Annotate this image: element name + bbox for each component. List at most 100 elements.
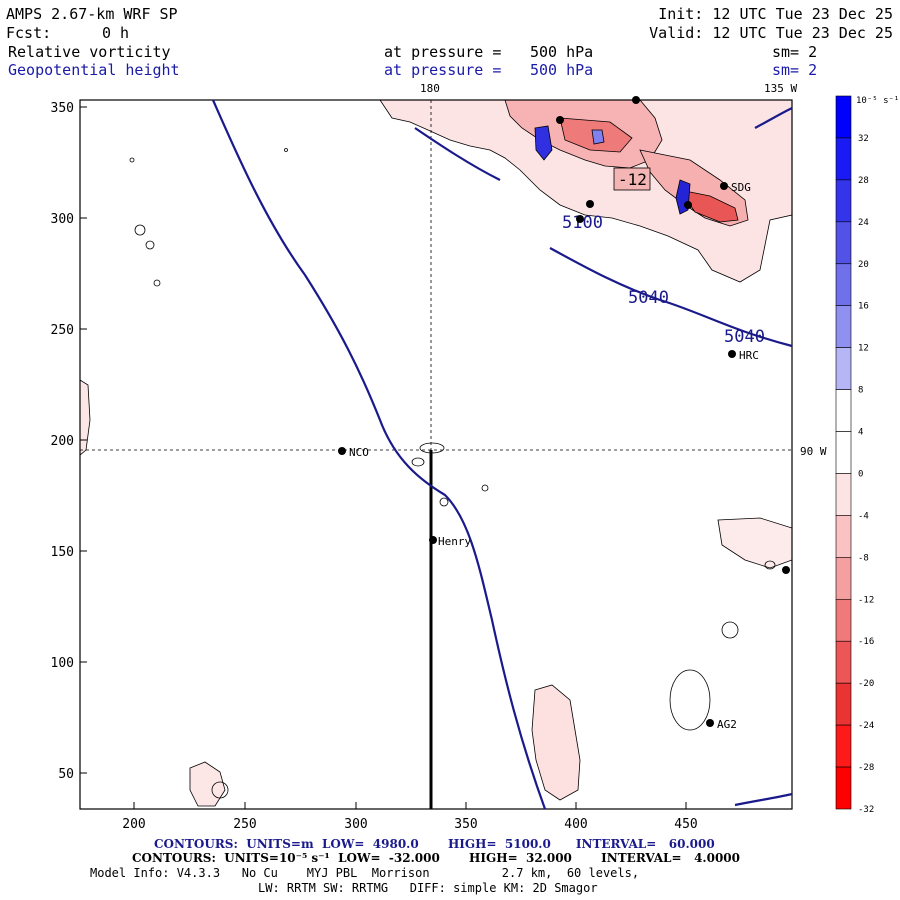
station-east-edge-marker[interactable] [782,566,790,574]
colorbar-label: 20 [858,260,869,270]
y-tick-150: 150 [51,545,74,560]
station-ag2-marker[interactable] [706,719,714,727]
height-contour-north-east [754,107,793,129]
forecast-value: 0 h [102,24,130,42]
colorbar-label: 12 [858,344,869,354]
colorbar-band [835,263,852,307]
footer-physics-info: LW: RRTM SW: RRTMG DIFF: simple KM: 2D S… [258,881,598,895]
vorticity-south-left-patch [189,761,226,807]
height-contours [211,99,793,810]
colorbar-band [835,347,852,390]
colorbar-band [835,766,852,810]
station-henry-marker[interactable] [429,536,437,544]
height-contour-west [211,99,547,810]
colorbar-band [835,137,852,181]
vorticity-area-north [379,99,793,283]
station-cluster-5 [684,201,692,209]
stations: NCO Henry HRC AG2 SDG [338,96,790,731]
colorbar-band [835,557,852,600]
station-henry-label: Henry [438,535,471,548]
x-tick-400: 400 [564,817,587,832]
colorbar-label: 32 [858,134,869,144]
vorticity-positive-1 [534,125,553,161]
y-tick-50: 50 [58,767,74,782]
colorbar-label: -24 [858,721,874,731]
height-label-5100: 5100 [562,213,603,233]
colorbar-label: -32 [858,805,874,815]
vorticity-southwest-patch [531,684,581,801]
init-time: Init: 12 UTC Tue 23 Dec 25 [658,5,893,23]
colorbar-label: 28 [858,176,869,186]
field1-smoothing: sm= 2 [772,43,818,61]
footer-height-contours: CONTOURS: UNITS=m LOW= 4980.0 HIGH= 5100… [154,837,715,851]
height-contour-5040 [549,247,793,348]
station-cluster-1 [576,215,584,223]
model-title: AMPS 2.67-km WRF SP [6,5,178,23]
colorbar-band [835,389,852,432]
height-contour-south-east [734,792,793,807]
station-cluster-2 [586,200,594,208]
station-hrc-label: HRC [739,349,759,362]
vorticity-positive-3 [591,129,605,145]
height-label-5040-a: 5040 [628,288,669,308]
plot-frame [79,99,793,810]
station-ag2-label: AG2 [717,718,737,731]
y-tick-300: 300 [51,212,74,227]
vorticity-core-4 [679,189,739,223]
colorbar-label: 24 [858,218,869,228]
x-tick-450: 450 [674,817,697,832]
vorticity-east-patch [717,517,793,569]
station-nco-marker[interactable] [338,447,346,455]
colorbar-band [835,724,852,768]
colorbar-band [835,682,852,726]
colorbar-label: -8 [858,553,869,563]
y-tick-200: 200 [51,434,74,449]
meridian-180-label: 180 [420,82,440,95]
colorbar-band [835,221,852,265]
meridian-135w-label: 135 W [764,82,797,95]
colorbar-label: -16 [858,637,874,647]
colorbar: 32 28 24 20 16 12 8 4 0 -4 -8 -12 -16 -20 -24 -28 -32 [835,95,874,815]
station-hrc-marker[interactable] [728,350,736,358]
contour-blobs [129,148,776,799]
forecast-label: Fcst: [6,24,52,42]
x-tick-250: 250 [233,817,256,832]
field2-name: Geopotential height [8,61,180,79]
height-label-5040-b: 5040 [724,327,765,347]
colorbar-band [835,640,852,684]
station-cluster-4 [632,96,640,104]
station-cluster-3 [556,116,564,124]
colorbar-band [835,305,852,348]
colorbar-label: 8 [858,386,863,396]
y-tick-350: 350 [51,101,74,116]
y-tick-250: 250 [51,323,74,338]
colorbar-label: -28 [858,763,874,773]
colorbar-label: 0 [858,469,863,479]
field2-pressure-label: at pressure = [384,61,502,79]
colorbar-band [835,179,852,223]
colorbar-unit: 10⁻⁵ s⁻¹ [856,96,899,106]
station-nco-label: NCO [349,446,369,459]
x-tick-300: 300 [344,817,367,832]
vorticity-west-edge [79,379,91,456]
y-axis [80,106,87,774]
colorbar-label: -4 [858,511,869,521]
station-sdg-marker[interactable] [720,182,728,190]
y-tick-100: 100 [51,656,74,671]
colorbar-label: -20 [858,679,874,689]
valid-time: Valid: 12 UTC Tue 23 Dec 25 [649,24,893,42]
footer-model-info: Model Info: V4.3.3 No Cu MYJ PBL Morriso… [90,866,640,880]
vorticity-shading [79,99,793,807]
colorbar-band [835,473,852,516]
x-tick-200: 200 [122,817,145,832]
field1-name: Relative vorticity [8,43,171,61]
colorbar-band [835,431,852,474]
colorbar-label: 4 [858,428,863,438]
x-tick-350: 350 [454,817,477,832]
colorbar-band [835,95,852,139]
x-axis [133,802,687,809]
meridian-90w-label: 90 W [800,445,827,458]
colorbar-label: 16 [858,302,869,312]
field2-smoothing: sm= 2 [772,61,818,79]
